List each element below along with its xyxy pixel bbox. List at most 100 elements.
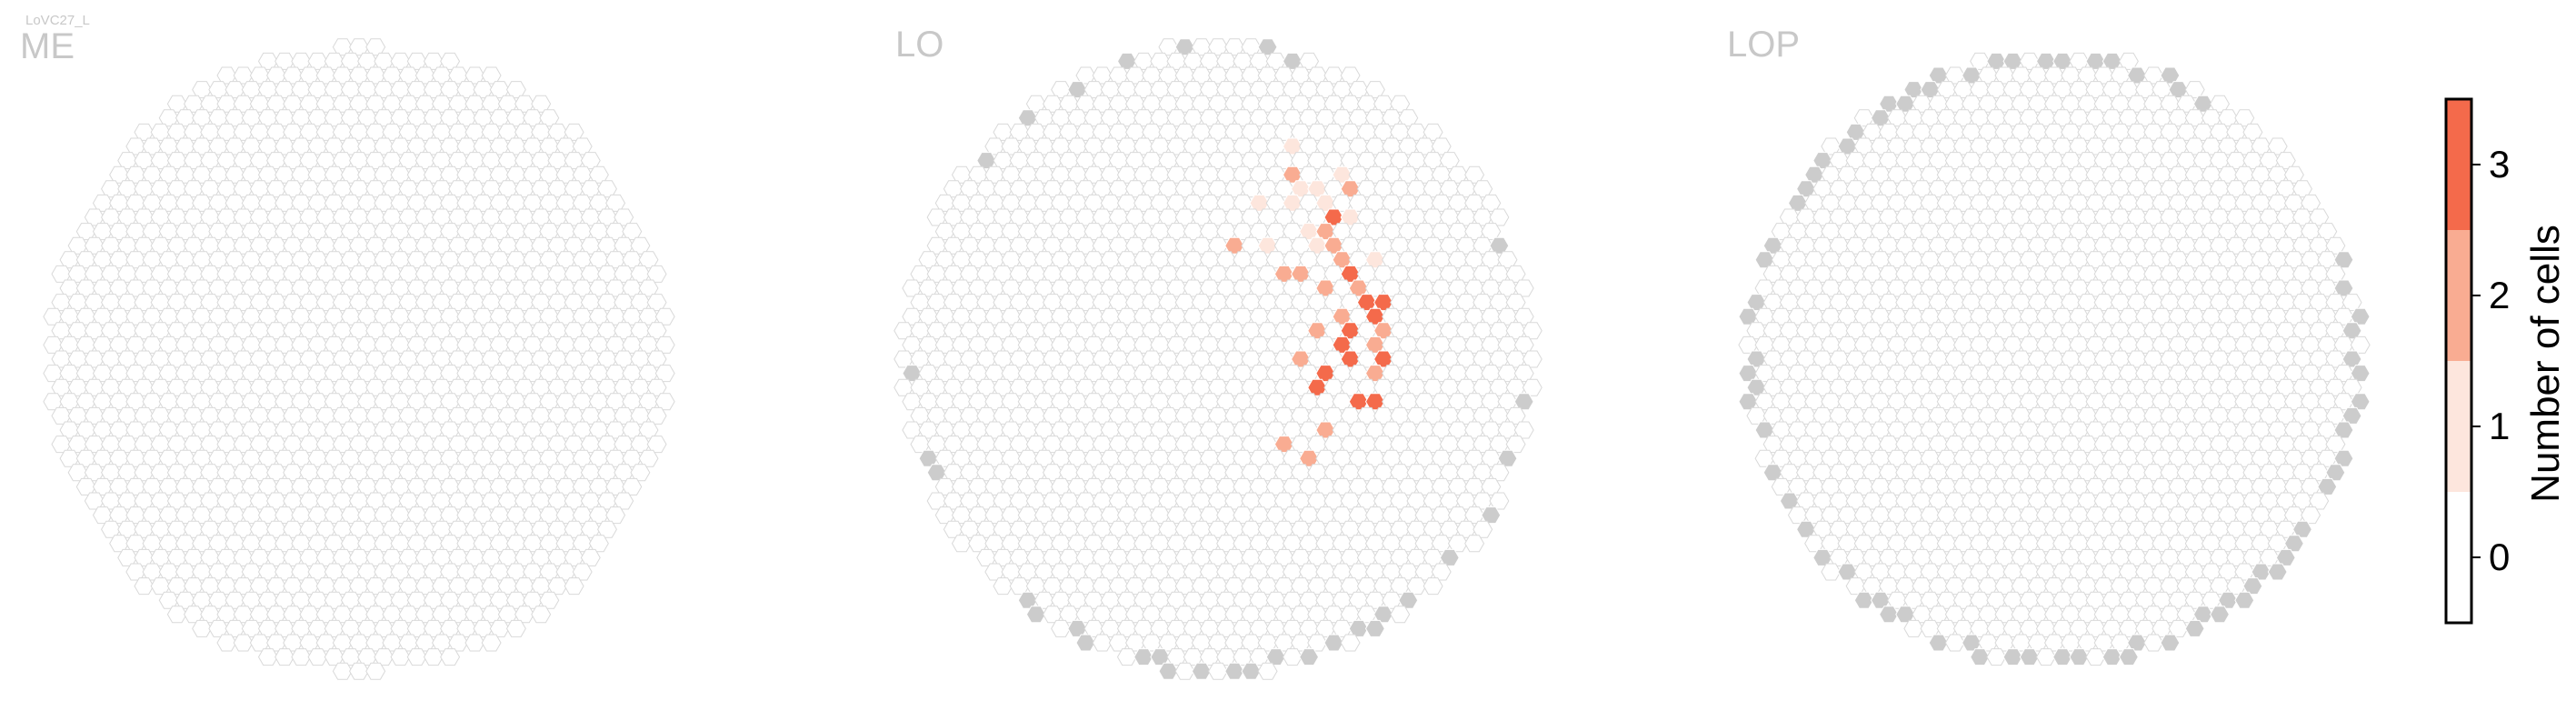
- hex-cell: [1307, 634, 1328, 652]
- hex-cell-out-of-range: [1348, 619, 1369, 637]
- hex-cell: [1447, 535, 1468, 553]
- hex-cell: [216, 634, 237, 652]
- hex-cell: [332, 662, 353, 680]
- hex-cell-out-of-range: [1364, 619, 1385, 637]
- hex-cell: [1513, 421, 1534, 439]
- hex-cell-out-of-range: [1133, 648, 1154, 666]
- colorbar-frame: [2444, 97, 2473, 625]
- hex-cell: [539, 591, 560, 609]
- hex-cell: [1282, 648, 1303, 666]
- hex-cell: [1116, 648, 1137, 666]
- hex-cell-out-of-range: [2184, 619, 2205, 637]
- hex-cell: [1489, 492, 1510, 510]
- hex-cell-out-of-range: [1497, 449, 1518, 467]
- hex-cell-out-of-range: [2160, 634, 2181, 652]
- hex-cell: [390, 648, 411, 666]
- hex-cell-out-of-range: [1970, 648, 1991, 666]
- hex-cell: [2301, 506, 2321, 525]
- hex-cell-out-of-range: [1853, 591, 1874, 609]
- hex-cell-out-of-range: [1025, 606, 1046, 624]
- hex-cell: [349, 662, 369, 680]
- hex-cell-out-of-range: [1398, 591, 1419, 609]
- hex-cell: [654, 393, 675, 411]
- hex-cell: [1208, 662, 1228, 680]
- panel-title-lo: LO: [895, 25, 944, 65]
- hex-cell: [1522, 378, 1543, 396]
- panel-lo: LO: [894, 25, 1543, 680]
- hex-cell: [2168, 619, 2189, 637]
- hex-cell-out-of-range: [1191, 662, 1212, 680]
- hex-cell: [564, 577, 584, 596]
- colorbar-tick-label: 1: [2489, 405, 2510, 447]
- hex-cell: [192, 619, 213, 637]
- hex-cell-out-of-range: [2292, 520, 2312, 538]
- hex-cell-out-of-range: [2333, 251, 2354, 269]
- hex-cell: [654, 365, 675, 383]
- hex-cell: [1431, 563, 1452, 581]
- hex-cell: [1092, 634, 1113, 652]
- hex-cell-out-of-range: [1075, 634, 1096, 652]
- hex-cell-out-of-range: [2002, 648, 2023, 666]
- hex-cell: [514, 606, 534, 624]
- hex-cell-out-of-range: [1439, 548, 1460, 566]
- hex-cell: [638, 449, 659, 467]
- hex-cell: [1489, 208, 1510, 226]
- hex-cell-out-of-range: [2325, 464, 2346, 482]
- hex-cell-out-of-range: [1224, 662, 1245, 680]
- hex-cell: [166, 606, 187, 624]
- hex-cell-out-of-range: [2333, 449, 2354, 467]
- hex-cell-out-of-range: [2118, 648, 2139, 666]
- colorbar-ticks: 0 1 2 3: [2471, 143, 2510, 578]
- hex-cell: [588, 535, 609, 553]
- hex-cell: [1986, 648, 2007, 666]
- hex-cell-out-of-range: [2317, 477, 2338, 496]
- hex-cell: [257, 648, 278, 666]
- hex-cell: [1257, 662, 1278, 680]
- hex-cell: [1505, 436, 1526, 454]
- colorbar: 0 1 2 3 Number of cells: [2444, 97, 2568, 625]
- hex-cell: [1423, 577, 1443, 596]
- hex-cell-out-of-range: [1265, 648, 1286, 666]
- cell-type-label: LoVC27_L: [25, 13, 90, 28]
- hex-cell-out-of-range: [1481, 506, 1502, 525]
- hex-cell-out-of-range: [2350, 307, 2371, 325]
- hex-cell: [646, 436, 667, 454]
- hex-cell-out-of-range: [2019, 648, 2040, 666]
- panel-title-me: ME: [20, 26, 75, 66]
- hex-cell-out-of-range: [2069, 648, 2090, 666]
- colorbar-label: Number of cells: [2523, 225, 2568, 503]
- hex-cell-out-of-range: [2283, 535, 2304, 553]
- hex-cell-out-of-range: [2350, 393, 2371, 411]
- hex-cell-out-of-range: [2267, 563, 2288, 581]
- colorbar-bin-0: [2446, 492, 2471, 623]
- hex-cell-out-of-range: [1323, 634, 1344, 652]
- hex-cell: [572, 563, 593, 581]
- hex-cell-out-of-range: [2218, 591, 2239, 609]
- hex-cell: [622, 477, 643, 496]
- panel-lop: LOP: [1727, 25, 2371, 666]
- hex-cell-out-of-range: [1299, 648, 1320, 666]
- hex-cell: [1174, 662, 1195, 680]
- hex-cell: [646, 265, 667, 283]
- colorbar-bin-2: [2446, 230, 2471, 361]
- hex-cell: [291, 648, 312, 666]
- hex-cell: [547, 577, 568, 596]
- hex-cell: [1821, 563, 1842, 581]
- hex-cell: [2143, 634, 2164, 652]
- hex-cell: [646, 406, 667, 425]
- hex-cell: [1522, 322, 1543, 340]
- hex-cell: [1513, 279, 1534, 297]
- hex-cell-out-of-range: [2251, 563, 2271, 581]
- colorbar-tick-label: 2: [2489, 274, 2510, 316]
- hex-cell: [630, 464, 651, 482]
- hex-cell: [1473, 520, 1493, 538]
- hex-cell: [440, 648, 461, 666]
- hex-cell: [1522, 350, 1543, 368]
- hex-cell: [2350, 335, 2371, 354]
- colorbar-tick-label: 3: [2489, 143, 2510, 185]
- hex-cell: [580, 548, 601, 566]
- hex-cell-out-of-range: [1928, 634, 1949, 652]
- hex-cell-out-of-range: [2333, 421, 2354, 439]
- hex-cell: [614, 492, 634, 510]
